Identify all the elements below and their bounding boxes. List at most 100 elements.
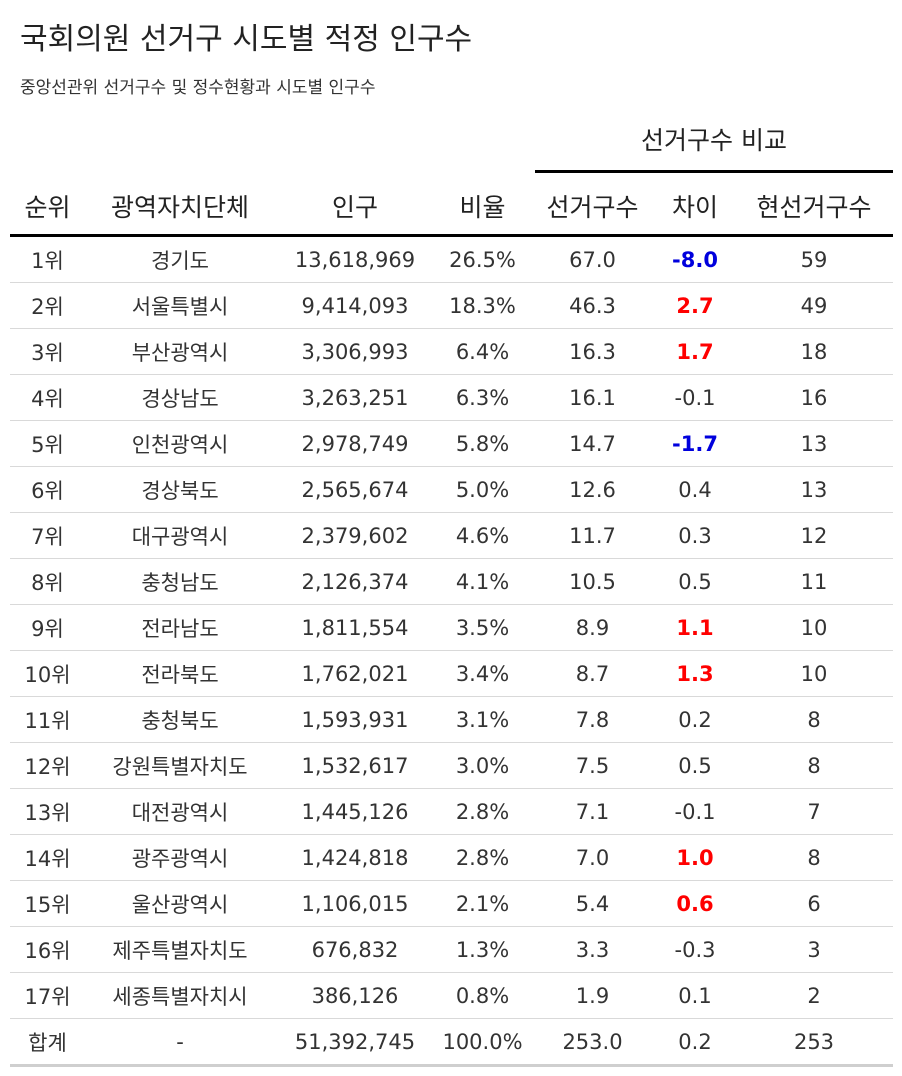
diff-cell: 0.4 [655,466,735,513]
table-row: 8위 충청남도 2,126,374 4.1% 10.5 0.5 11 [10,558,893,605]
current-districts-cell: 13 [735,466,893,513]
population-table: 순위 광역자치단체 인구 비율 선거구수 차이 현선거구수 1위 경기도 13,61… [10,178,893,1067]
current-districts-cell: 12 [735,512,893,559]
ratio-cell: 3.5% [435,604,530,651]
diff-cell: 1.7 [655,328,735,375]
rank-cell: 2위 [10,282,85,329]
current-districts-cell: 6 [735,880,893,927]
table-row: 6위 경상북도 2,565,674 5.0% 12.6 0.4 13 [10,466,893,513]
population-cell: 1,532,617 [275,742,435,789]
region-cell: 인천광역시 [85,420,275,467]
header-region: 광역자치단체 [85,178,275,237]
population-cell: 2,978,749 [275,420,435,467]
table-body: 1위 경기도 13,618,969 26.5% 67.0 -8.0 59 2위 서울특별시 9,4… [10,235,893,1067]
population-cell: 2,565,674 [275,466,435,513]
header-districts: 선거구수 [530,178,655,237]
rank-cell: 17위 [10,972,85,1019]
diff-cell: 1.0 [655,834,735,881]
total-ratio-cell: 100.0% [435,1018,530,1067]
region-cell: 제주특별자치도 [85,926,275,973]
rank-cell: 11위 [10,696,85,743]
ratio-cell: 3.1% [435,696,530,743]
table-row: 2위 서울특별시 9,414,093 18.3% 46.3 2.7 49 [10,282,893,329]
districts-cell: 3.3 [530,926,655,973]
total-population-cell: 51,392,745 [275,1018,435,1067]
ratio-cell: 6.3% [435,374,530,421]
region-cell: 경상북도 [85,466,275,513]
region-cell: 대구광역시 [85,512,275,559]
rank-cell: 10위 [10,650,85,697]
current-districts-cell: 10 [735,604,893,651]
districts-cell: 11.7 [530,512,655,559]
diff-cell: 0.5 [655,742,735,789]
population-cell: 13,618,969 [275,235,435,283]
diff-cell: 0.3 [655,512,735,559]
rank-cell: 14위 [10,834,85,881]
total-rank-cell: 합계 [10,1018,85,1067]
rank-cell: 15위 [10,880,85,927]
table-row: 5위 인천광역시 2,978,749 5.8% 14.7 -1.7 13 [10,420,893,467]
current-districts-cell: 3 [735,926,893,973]
page-subtitle: 중앙선관위 선거구수 및 정수현황과 시도별 인구수 [20,78,376,98]
diff-cell: -1.7 [655,420,735,467]
page-title: 국회의원 선거구 시도별 적정 인구수 [20,22,473,57]
header-rank: 순위 [10,178,85,237]
diff-cell: 0.1 [655,972,735,1019]
current-districts-cell: 7 [735,788,893,835]
districts-cell: 16.3 [530,328,655,375]
districts-cell: 67.0 [530,235,655,283]
table-row: 16위 제주특별자치도 676,832 1.3% 3.3 -0.3 3 [10,926,893,973]
districts-cell: 10.5 [530,558,655,605]
rank-cell: 6위 [10,466,85,513]
region-cell: 충청북도 [85,696,275,743]
population-cell: 2,379,602 [275,512,435,559]
current-districts-cell: 11 [735,558,893,605]
table-row: 13위 대전광역시 1,445,126 2.8% 7.1 -0.1 7 [10,788,893,835]
population-cell: 676,832 [275,926,435,973]
ratio-cell: 4.6% [435,512,530,559]
table-header-row: 순위 광역자치단체 인구 비율 선거구수 차이 현선거구수 [10,178,893,237]
current-districts-cell: 59 [735,235,893,283]
population-cell: 3,263,251 [275,374,435,421]
ratio-cell: 3.4% [435,650,530,697]
population-cell: 9,414,093 [275,282,435,329]
region-cell: 대전광역시 [85,788,275,835]
districts-cell: 14.7 [530,420,655,467]
region-cell: 경기도 [85,235,275,283]
ratio-cell: 6.4% [435,328,530,375]
rank-cell: 5위 [10,420,85,467]
region-cell: 전라남도 [85,604,275,651]
table-row: 12위 강원특별자치도 1,532,617 3.0% 7.5 0.5 8 [10,742,893,789]
population-cell: 3,306,993 [275,328,435,375]
rank-cell: 3위 [10,328,85,375]
ratio-cell: 0.8% [435,972,530,1019]
districts-cell: 46.3 [530,282,655,329]
population-cell: 1,445,126 [275,788,435,835]
population-cell: 1,811,554 [275,604,435,651]
districts-cell: 7.1 [530,788,655,835]
diff-cell: -0.1 [655,788,735,835]
table-row: 10위 전라북도 1,762,021 3.4% 8.7 1.3 10 [10,650,893,697]
ratio-cell: 3.0% [435,742,530,789]
region-cell: 세종특별자치시 [85,972,275,1019]
population-cell: 2,126,374 [275,558,435,605]
table-row: 11위 충청북도 1,593,931 3.1% 7.8 0.2 8 [10,696,893,743]
ratio-cell: 5.0% [435,466,530,513]
current-districts-cell: 8 [735,742,893,789]
total-current-districts-cell: 253 [735,1018,893,1067]
diff-cell: 0.6 [655,880,735,927]
group-header-district-comparison: 선거구수 비교 [535,118,893,173]
rank-cell: 13위 [10,788,85,835]
districts-cell: 8.7 [530,650,655,697]
ratio-cell: 4.1% [435,558,530,605]
population-cell: 1,762,021 [275,650,435,697]
ratio-cell: 18.3% [435,282,530,329]
current-districts-cell: 49 [735,282,893,329]
region-cell: 서울특별시 [85,282,275,329]
table-row: 15위 울산광역시 1,106,015 2.1% 5.4 0.6 6 [10,880,893,927]
total-region-cell: - [85,1018,275,1067]
table-row: 17위 세종특별자치시 386,126 0.8% 1.9 0.1 2 [10,972,893,1019]
rank-cell: 12위 [10,742,85,789]
districts-cell: 1.9 [530,972,655,1019]
ratio-cell: 2.8% [435,834,530,881]
